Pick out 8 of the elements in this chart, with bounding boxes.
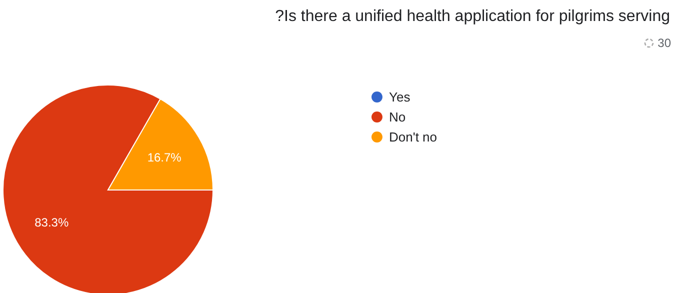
data-label: 16.7% [147,150,182,164]
data-label: 83.3% [34,216,69,230]
legend-label: Yes [389,90,411,104]
legend-label: Don't no [389,130,438,144]
pie-slice [2,84,214,293]
text: 30 [658,36,672,50]
text: ?Is there a unified health application for pilgrims serving [275,8,670,25]
legend-label: No [389,110,406,124]
